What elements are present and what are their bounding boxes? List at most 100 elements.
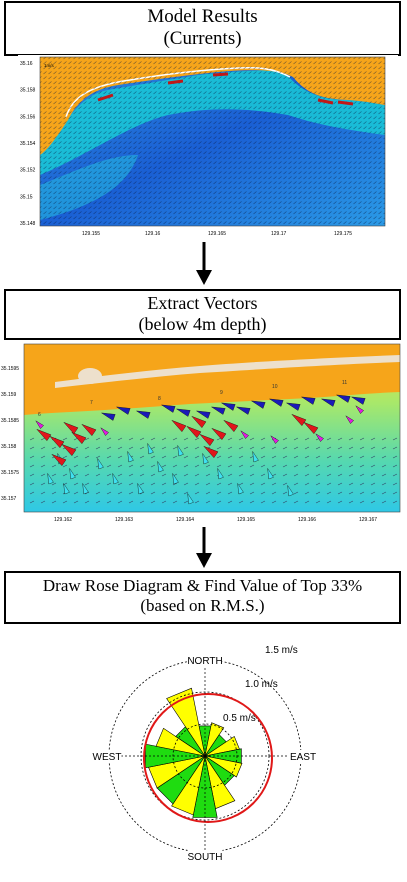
small-vector [282, 500, 288, 504]
blue-vector [196, 410, 211, 419]
small-vector [282, 491, 288, 495]
small-vector [227, 446, 233, 450]
small-vector [40, 491, 46, 495]
small-vector [106, 473, 112, 477]
map2-y-tick: 35.157 [1, 496, 17, 502]
small-vector [205, 500, 211, 504]
map1-y-tick: 35.15 [20, 194, 33, 200]
small-vector [84, 437, 90, 441]
map2-plot: 6 7 8 9 10 11 [23, 343, 401, 513]
small-vector [337, 455, 343, 459]
small-vector [117, 473, 123, 477]
label-east-bg [288, 750, 318, 763]
small-vector [51, 482, 57, 486]
map2-x-tick: 129.167 [359, 517, 377, 523]
small-vector [172, 500, 178, 504]
small-vector [392, 455, 398, 459]
small-vector [326, 464, 332, 468]
small-vector [282, 446, 288, 450]
cyan-vector [237, 483, 244, 495]
small-vector [315, 482, 321, 486]
label-south: SOUTH [188, 852, 223, 863]
small-vector [381, 446, 387, 450]
small-vector [304, 446, 310, 450]
small-vector [183, 455, 189, 459]
small-vector [359, 437, 365, 441]
small-vector [139, 464, 145, 468]
red-vector [223, 420, 239, 433]
small-vector [315, 491, 321, 495]
small-vector [348, 482, 354, 486]
magenta-vector [315, 433, 324, 442]
cyan-vector [63, 483, 70, 495]
small-vector [359, 500, 365, 504]
map1-x-tick: 129.165 [208, 231, 226, 237]
small-vector [183, 464, 189, 468]
blue-vector [321, 398, 336, 407]
small-vector [216, 464, 222, 468]
magenta-vector [345, 415, 354, 424]
blue-vector [116, 406, 131, 415]
small-vector [161, 500, 167, 504]
small-vector [183, 491, 189, 495]
small-vector [161, 446, 167, 450]
small-vector [62, 455, 68, 459]
cyan-vector [217, 468, 224, 480]
small-vector [73, 464, 79, 468]
small-vector [260, 437, 266, 441]
small-vector [128, 473, 134, 477]
small-vector [293, 500, 299, 504]
map1-y-tick: 35.156 [20, 114, 36, 120]
ring-label: 1.5 m/s [265, 645, 298, 656]
small-vector [73, 455, 79, 459]
small-vector [227, 455, 233, 459]
map2-y-tick: 35.1595 [1, 366, 19, 372]
map1-x-axis: 129.155 129.16 129.165 129.17 129.175 [82, 231, 352, 237]
small-vector [392, 464, 398, 468]
small-vector [194, 473, 200, 477]
map2-y-tick: 35.158 [1, 444, 17, 450]
small-vector [84, 464, 90, 468]
step1-title: Model Results [147, 6, 258, 27]
small-vector [51, 473, 57, 477]
small-vector [348, 455, 354, 459]
small-vector [381, 473, 387, 477]
map2-y-tick: 35.1585 [1, 418, 19, 424]
station-label: 7 [90, 400, 93, 406]
small-vector [271, 500, 277, 504]
small-vector [139, 473, 145, 477]
small-vector [29, 437, 35, 441]
small-vector [260, 464, 266, 468]
blue-vector [136, 410, 151, 419]
small-vector [348, 491, 354, 495]
small-vector [326, 446, 332, 450]
rose-sector [166, 687, 206, 757]
small-vector [381, 500, 387, 504]
small-vector [139, 437, 145, 441]
blue-vector [236, 406, 251, 415]
small-vector [62, 437, 68, 441]
small-vector [370, 491, 376, 495]
small-vector [359, 455, 365, 459]
label-west-bg [92, 750, 122, 763]
small-vector [260, 482, 266, 486]
small-vector [40, 455, 46, 459]
small-vector [238, 437, 244, 441]
small-vector [381, 437, 387, 441]
station-label: 8 [158, 396, 161, 402]
small-vector [139, 500, 145, 504]
small-vector [117, 500, 123, 504]
small-vector [370, 482, 376, 486]
top33-rms-circle [143, 693, 273, 823]
small-vector [62, 464, 68, 468]
blue-vector [351, 396, 366, 405]
red-vector [51, 454, 67, 467]
small-vector [348, 500, 354, 504]
small-vector [95, 455, 101, 459]
blue-vector [251, 400, 266, 409]
red-vector [303, 422, 319, 435]
map1-y-tick: 35.152 [20, 168, 36, 174]
magenta-vector [35, 420, 44, 429]
small-vector [260, 500, 266, 504]
